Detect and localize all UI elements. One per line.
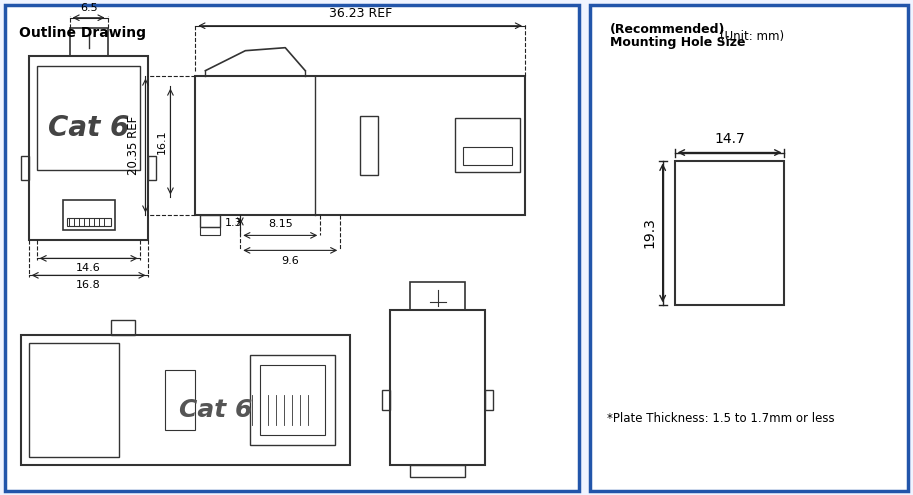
Bar xyxy=(21,155,28,181)
Text: Cat 6: Cat 6 xyxy=(48,114,130,142)
Bar xyxy=(69,28,108,55)
Bar xyxy=(21,335,351,465)
Bar xyxy=(463,147,512,164)
Bar xyxy=(410,465,465,477)
Bar xyxy=(165,370,195,430)
Text: 14.7: 14.7 xyxy=(714,132,745,146)
Text: 16.8: 16.8 xyxy=(76,280,101,291)
Bar xyxy=(383,390,390,410)
Text: 16.1: 16.1 xyxy=(156,129,166,154)
Bar xyxy=(200,227,220,236)
Bar xyxy=(28,55,149,241)
Text: Mounting Hole Size: Mounting Hole Size xyxy=(610,36,745,49)
Bar xyxy=(195,76,525,215)
Text: 6.5: 6.5 xyxy=(79,3,98,13)
Bar xyxy=(110,320,135,335)
Text: *Plate Thickness: 1.5 to 1.7mm or less: *Plate Thickness: 1.5 to 1.7mm or less xyxy=(607,412,834,425)
Bar xyxy=(63,200,114,230)
Bar xyxy=(37,66,141,170)
Bar xyxy=(360,116,378,176)
Bar xyxy=(410,282,465,310)
Bar xyxy=(590,5,908,491)
Bar xyxy=(67,218,110,226)
Text: 36.23 REF: 36.23 REF xyxy=(329,7,392,20)
Bar xyxy=(28,343,119,457)
Text: (Unit: mm): (Unit: mm) xyxy=(719,30,783,43)
Text: Outline Drawing: Outline Drawing xyxy=(18,26,146,40)
Bar xyxy=(200,215,220,227)
Text: 8.15: 8.15 xyxy=(268,219,293,229)
Text: 9.6: 9.6 xyxy=(281,256,299,266)
Bar xyxy=(149,155,156,181)
Text: (Recommended): (Recommended) xyxy=(610,23,725,36)
Text: 19.3: 19.3 xyxy=(643,217,656,248)
Bar xyxy=(5,5,579,491)
Text: 1.3: 1.3 xyxy=(225,218,242,228)
Bar xyxy=(390,310,485,465)
Bar xyxy=(485,390,493,410)
Bar xyxy=(455,118,519,172)
Bar xyxy=(260,365,325,435)
Text: 20.35 REF: 20.35 REF xyxy=(128,116,141,175)
Bar xyxy=(675,160,784,305)
Text: 14.6: 14.6 xyxy=(76,263,101,273)
Bar xyxy=(250,355,335,445)
Text: Cat 6: Cat 6 xyxy=(179,398,252,422)
